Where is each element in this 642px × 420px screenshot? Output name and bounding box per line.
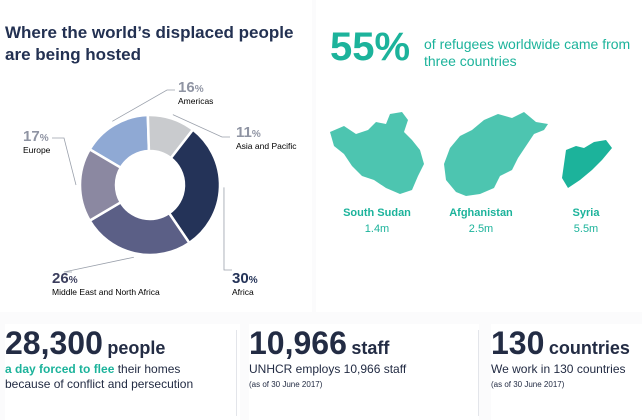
stat-countries: 130 countries We work in 130 countries (… [491, 324, 642, 420]
leader-line [112, 89, 175, 122]
country-syria: Syria 5.5m [531, 205, 641, 237]
country-value: 1.4m [364, 223, 390, 235]
stat-unit: countries [548, 338, 630, 358]
stat-note: (as of 30 June 2017) [249, 380, 323, 389]
stat-staff: 10,966 staff UNHCR employs 10,966 staff … [249, 324, 479, 420]
stat-line-2: because of conflict and persecution [5, 377, 194, 391]
country-value: 2.5m [468, 223, 494, 235]
stat-text: their homes [114, 362, 181, 376]
donut-slice-middle-east-and-north-africa [88, 200, 192, 257]
country-name: Syria [572, 207, 600, 219]
refugee-percent-caption: of refugees worldwide came from three co… [424, 36, 631, 69]
donut-slice-africa [167, 127, 222, 245]
country-maps [330, 112, 612, 196]
chart-title: Where the world’s displaced people are b… [5, 23, 294, 64]
stat-number: 28,300 [5, 325, 103, 361]
leader-line [172, 114, 230, 138]
leader-line [52, 137, 77, 186]
donut-slice-europe [78, 147, 123, 223]
stat-line: a day forced to flee their homes [5, 362, 240, 377]
leader-line [63, 256, 134, 273]
country-name: Afghanistan [449, 207, 513, 219]
syria-map-icon [562, 140, 612, 188]
stat-text: UNHCR employs 10,966 staff [249, 362, 407, 376]
divider [478, 330, 479, 416]
slice-percent-label: 17% [23, 128, 49, 145]
divider [236, 330, 237, 416]
stat-highlight: a day forced to flee [5, 362, 115, 376]
stat-text: We work in 130 countries [491, 362, 626, 376]
country-name: South Sudan [343, 207, 411, 219]
origin-panel: 55% of refugees worldwide came from thre… [316, 0, 642, 312]
stat-number: 10,966 [249, 325, 347, 361]
hosting-panel: Where the world’s displaced people are b… [0, 0, 312, 312]
slice-region-label: Middle East and North Africa [52, 287, 160, 297]
stat-unit: people [107, 338, 166, 358]
refugee-percent: 55% [330, 25, 411, 69]
slice-region-label: Africa [232, 287, 254, 297]
stat-unit: staff [351, 338, 390, 358]
slice-percent-label: 30% [232, 270, 258, 287]
slice-percent-label: 11% [236, 124, 261, 141]
slice-region-label: Asia and Pacific [236, 141, 297, 151]
stat-number: 130 [491, 325, 545, 361]
country-afghanistan: Afghanistan 2.5m [426, 205, 536, 237]
slice-percent-label: 26% [52, 270, 78, 287]
stat-note: (as of 30 June 2017) [491, 380, 565, 389]
country-south-sudan: South Sudan 1.4m [322, 205, 432, 237]
south-sudan-map-icon [330, 112, 424, 194]
afghanistan-map-icon [444, 112, 548, 196]
stat-people: 28,300 people a day forced to flee their… [5, 324, 240, 420]
country-value: 5.5m [573, 223, 599, 235]
slice-region-label: Americas [178, 96, 213, 106]
slice-region-label: Europe [23, 145, 51, 155]
slice-percent-label: 16% [178, 79, 204, 96]
leader-line [223, 187, 232, 271]
donut-chart: 16%Americas 11%Asia and Pacific 30%Africa 2… [23, 79, 297, 297]
